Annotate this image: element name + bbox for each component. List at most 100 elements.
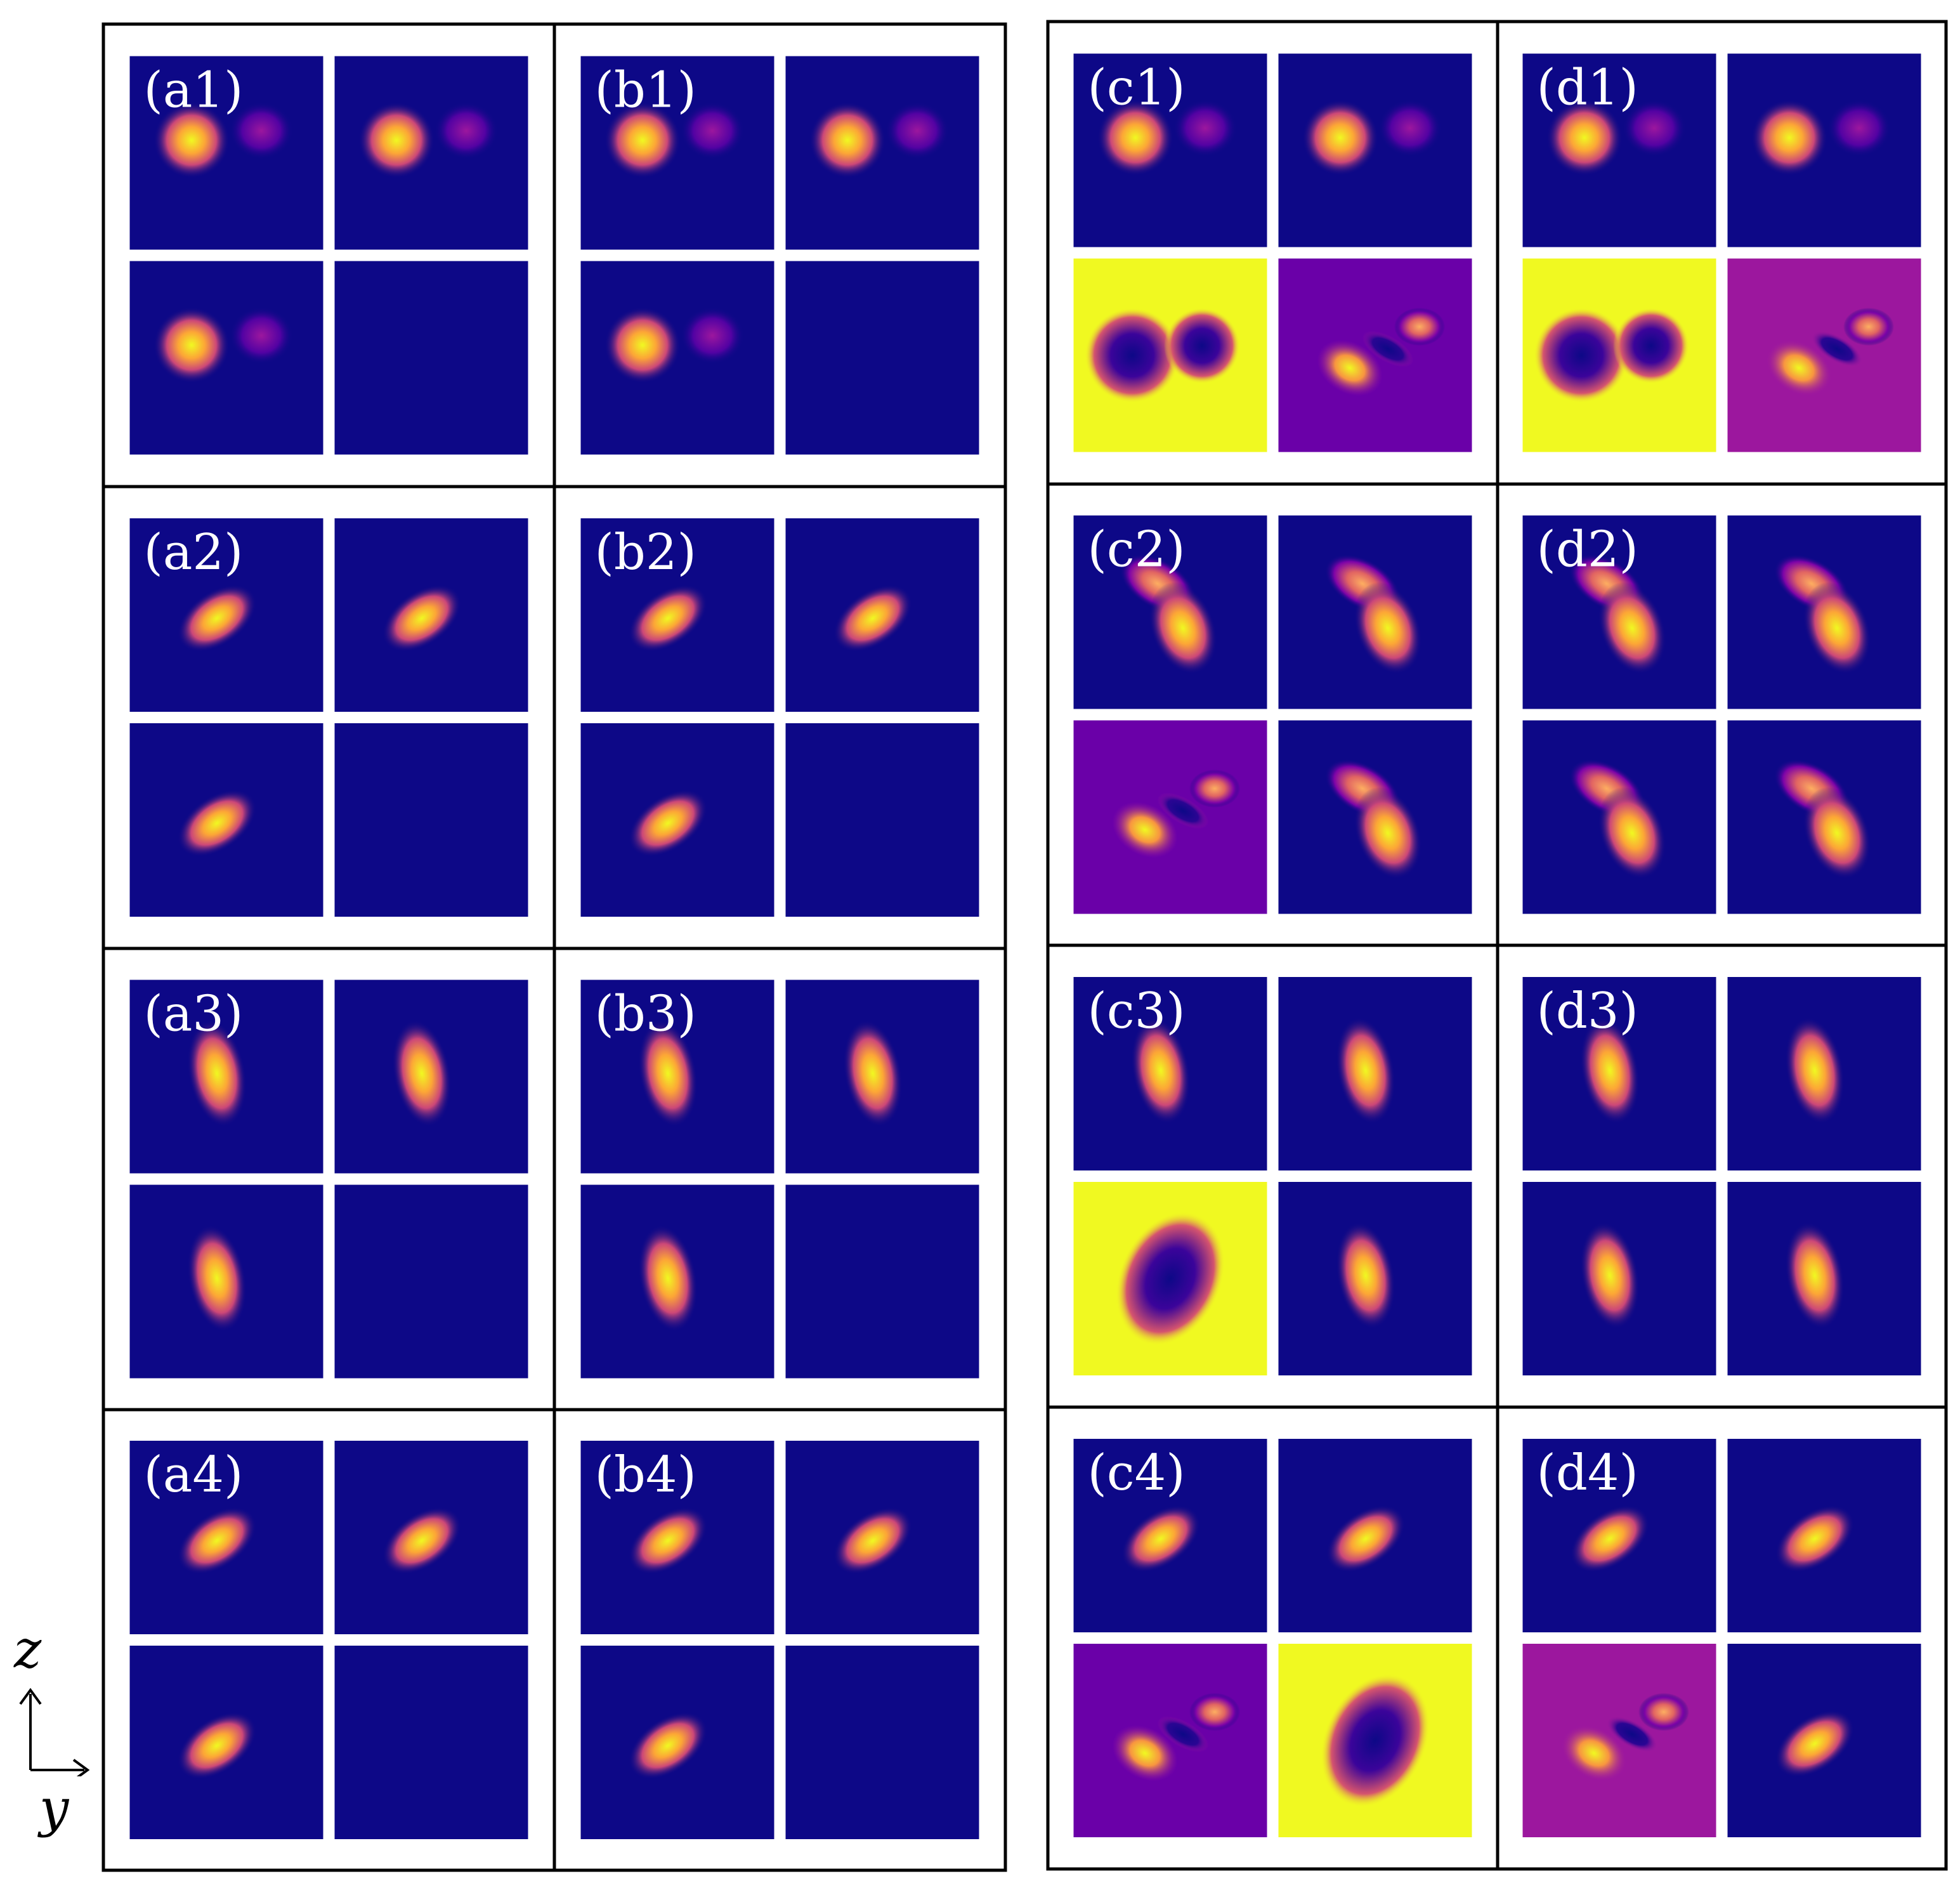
density-tile-empty (785, 1646, 979, 1839)
density-tile-tilted-blob (580, 1646, 774, 1839)
density-tile-tilted-blob (334, 1441, 528, 1634)
density-tile-vertical-blob (334, 980, 528, 1174)
density-tile-inverted-two-blobs (1522, 258, 1716, 452)
density-tile-curved-blob (1073, 515, 1267, 709)
density-tile-tilted-blob (129, 518, 323, 712)
panel-b1: (b1) (580, 56, 979, 455)
panel-label: (d3) (1537, 983, 1638, 1040)
panel-d1: (d1) (1522, 53, 1921, 452)
density-tile-curved-blob (1727, 720, 1921, 914)
panel-label: (a2) (144, 524, 244, 581)
panel-label: (c3) (1088, 983, 1186, 1040)
panel-label: (a4) (144, 1446, 244, 1504)
density-tile-tilted-blob (580, 1441, 774, 1634)
density-tile-vertical-blob (580, 980, 774, 1174)
density-tile-vertical-blob (1278, 1182, 1472, 1375)
density-tile-tilted-blob (1727, 1439, 1921, 1632)
density-tile-vertical-blob (785, 980, 979, 1174)
density-tile-tilted-blob (580, 518, 774, 712)
density-tile-curved-blob (1522, 515, 1716, 709)
density-tile-tilted-blob (129, 1441, 323, 1634)
density-tile-tilted-blob (1073, 1439, 1267, 1632)
density-tile-tilted-blob (334, 518, 528, 712)
panel-label: (c1) (1088, 60, 1186, 117)
panel-a2: (a2) (129, 518, 528, 917)
density-tile-phase-pattern (1073, 720, 1267, 914)
panel-b2: (b2) (580, 518, 979, 917)
panel-frame (101, 22, 1007, 1872)
density-tile-two-blobs (1073, 53, 1267, 247)
panel-a3: (a3) (129, 980, 528, 1379)
panel-b3: (b3) (580, 980, 979, 1379)
density-tile-phase-pattern (1278, 258, 1472, 452)
panel-a1: (a1) (129, 56, 528, 455)
density-tile-phase-pattern (1073, 1644, 1267, 1837)
panel-c1: (c1) (1073, 53, 1472, 452)
density-tile-phase-pattern (1522, 1644, 1716, 1837)
density-tile-empty (334, 723, 528, 917)
density-tile-curved-blob (1278, 515, 1472, 709)
density-tile-vertical-blob (1522, 1182, 1716, 1375)
panel-label: (c4) (1088, 1445, 1186, 1502)
density-tile-two-blobs (129, 261, 323, 455)
panel-label: (d1) (1537, 60, 1638, 117)
density-tile-tilted-blob (129, 723, 323, 917)
panel-group-a: (a1) (a2) (a3) (a4) (129, 56, 528, 1839)
panel-group-d: (d1) (d2) (d3) (d4) (1522, 53, 1921, 1837)
density-tile-two-blobs (334, 56, 528, 250)
density-tile-vertical-blob (129, 980, 323, 1174)
panel-a4: (a4) (129, 1441, 528, 1839)
density-tile-empty (334, 1646, 528, 1839)
density-tile-two-blobs (1278, 53, 1472, 247)
axis-arrows-icon (19, 1688, 90, 1776)
axis-label-y: y (39, 1778, 69, 1839)
panel-label: (c2) (1088, 521, 1186, 579)
panel-label: (b4) (595, 1446, 696, 1504)
panel-label: (b3) (595, 986, 696, 1043)
panel-label: (a1) (144, 62, 244, 119)
density-tile-tilted-blob (785, 1441, 979, 1634)
panel-frame (1046, 20, 1948, 1871)
density-tile-empty (785, 723, 979, 917)
panel-c2: (c2) (1073, 515, 1472, 914)
panel-d4: (d4) (1522, 1439, 1921, 1837)
density-tile-phase-pattern (1727, 258, 1921, 452)
density-tile-two-blobs (785, 56, 979, 250)
panel-label: (b1) (595, 62, 696, 119)
panel-group-b: (b1) (b2) (b3) (b4) (580, 56, 979, 1839)
density-tile-tilted-blob (129, 1646, 323, 1839)
density-tile-curved-blob (1522, 720, 1716, 914)
density-tile-vertical-blob (1727, 1182, 1921, 1375)
density-tile-two-blobs (129, 56, 323, 250)
density-tile-empty (785, 261, 979, 455)
panel-group-c: (c1) (c2) (c3) (c4) (1073, 53, 1472, 1837)
density-tile-inverted-blob (1278, 1644, 1472, 1837)
density-tile-vertical-blob (1073, 977, 1267, 1170)
density-tile-empty (334, 261, 528, 455)
density-tile-tilted-blob (785, 518, 979, 712)
density-tile-vertical-blob (1727, 977, 1921, 1170)
density-tile-tilted-blob (1727, 1644, 1921, 1837)
density-tile-two-blobs (580, 261, 774, 455)
density-tile-vertical-blob (580, 1184, 774, 1379)
density-tile-vertical-blob (1278, 977, 1472, 1170)
density-tile-two-blobs (1727, 53, 1921, 247)
density-tile-curved-blob (1278, 720, 1472, 914)
panel-c4: (c4) (1073, 1439, 1472, 1837)
panel-c3: (c3) (1073, 977, 1472, 1375)
density-tile-two-blobs (1522, 53, 1716, 247)
density-tile-two-blobs (580, 56, 774, 250)
density-tile-vertical-blob (129, 1184, 323, 1379)
panel-label: (b2) (595, 524, 696, 581)
panel-d3: (d3) (1522, 977, 1921, 1375)
panel-label: (d2) (1537, 521, 1638, 579)
panel-label: (a3) (144, 986, 244, 1043)
panel-label: (d4) (1537, 1445, 1638, 1502)
panel-b4: (b4) (580, 1441, 979, 1839)
panel-d2: (d2) (1522, 515, 1921, 914)
density-tile-tilted-blob (580, 723, 774, 917)
density-tile-empty (334, 1184, 528, 1379)
axis-label-z: z (14, 1620, 42, 1680)
density-tile-inverted-two-blobs (1073, 258, 1267, 452)
